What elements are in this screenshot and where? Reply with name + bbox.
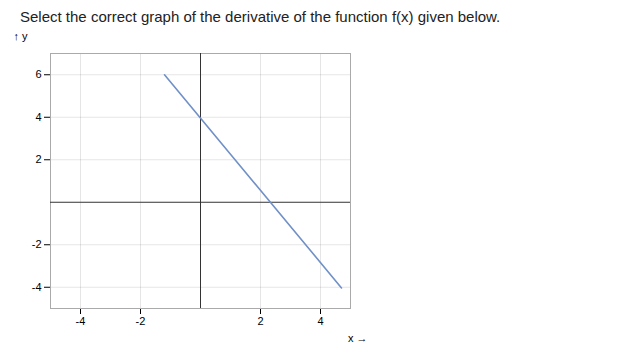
svg-text:4: 4 bbox=[35, 111, 41, 123]
svg-text:2: 2 bbox=[35, 153, 41, 165]
svg-text:↑ y: ↑ y bbox=[14, 30, 29, 42]
svg-text:-2: -2 bbox=[32, 238, 42, 250]
svg-text:4: 4 bbox=[317, 315, 323, 327]
html-text:Select the correct graph of th: Select the correct graph of the derivati… bbox=[20, 8, 501, 25]
svg-text:x →: x → bbox=[348, 332, 368, 344]
svg-text:-4: -4 bbox=[76, 315, 86, 327]
svg-text:6: 6 bbox=[35, 68, 41, 80]
svg-text:2: 2 bbox=[257, 315, 263, 327]
svg-text:-4: -4 bbox=[32, 281, 42, 293]
svg-text:-2: -2 bbox=[136, 315, 146, 327]
